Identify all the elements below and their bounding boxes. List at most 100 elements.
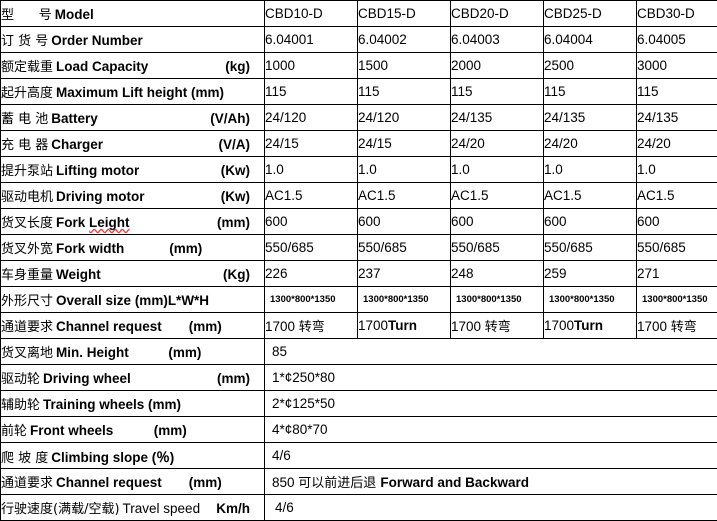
row-label-chinese: 提升泵站 (1, 160, 53, 179)
row-value-cell: 237 (358, 261, 451, 287)
row-label-chinese: 型 号 (1, 4, 52, 23)
row-label-english: Order Number (48, 33, 143, 48)
row-label-english: Model (52, 7, 94, 22)
row-label-chinese: 起升高度 (1, 82, 53, 101)
row-label-chinese: 货叉长度 (1, 212, 53, 231)
row-label-chinese: 通道要求 (1, 472, 53, 491)
row-value-cell: 24/135 (451, 105, 544, 131)
row-label-chinese: 外形尺寸 (1, 290, 53, 309)
row-value-cell: 1000 (265, 53, 358, 79)
row-value-cell: 1700 转弯 (637, 313, 717, 339)
row-label-chinese: 车身重量 (1, 264, 53, 283)
row-value-merged: 4/6 (265, 443, 717, 469)
value-english: Forward and Backward (380, 475, 529, 490)
row-label-english: Maximum Lift height (mm) (53, 85, 224, 100)
row-value-cell: 6.04003 (451, 27, 544, 53)
row-label-english: Battery (48, 111, 98, 126)
row-label-english: Channel request (53, 319, 162, 334)
row-value-cell: CBD20-D (451, 1, 544, 27)
row-unit: (Kw) (221, 163, 250, 178)
row-value-merged: 850 可以前进后退 Forward and Backward (265, 469, 717, 495)
row-value-cell: 6.04005 (637, 27, 717, 53)
value-number: 1700 (544, 318, 574, 333)
row-label-chinese: 驱动轮 (1, 368, 40, 387)
row-value-merged: 85 (265, 339, 717, 365)
row-value-cell: 1.0 (544, 157, 637, 183)
row-label-english: Weight (53, 267, 101, 282)
row-unit: (mm) (189, 319, 222, 334)
row-value-cell: 115 (358, 79, 451, 105)
row-value-cell: AC1.5 (637, 183, 717, 209)
row-value-cell: 1.0 (637, 157, 717, 183)
row-unit: (mm) (217, 215, 250, 230)
row-label-chinese: 蓄 电 池 (1, 108, 48, 127)
row-label-chinese: 订 货 号 (1, 30, 48, 49)
row-label-chinese: 辅助轮 (1, 394, 40, 413)
row-value-cell: 24/20 (637, 131, 717, 157)
row-label-english: Driving motor (53, 189, 145, 204)
row-value-cell: 1.0 (451, 157, 544, 183)
row-value-merged: 1*¢250*80 (265, 365, 717, 391)
row-value-merged: 2*¢125*50 (265, 391, 717, 417)
row-value-cell: 6.04001 (265, 27, 358, 53)
row-label-chinese: 爬 坡 度 (1, 447, 48, 466)
row-value-cell: 600 (358, 209, 451, 235)
misspelled-word: Leight (89, 215, 130, 230)
row-label-english: Channel request (53, 475, 162, 490)
row-value-cell: 6.04002 (358, 27, 451, 53)
row-value-cell: 600 (637, 209, 717, 235)
row-value-cell: 115 (637, 79, 717, 105)
row-label-english: Charger (48, 137, 103, 152)
row-value-cell: 115 (451, 79, 544, 105)
row-value-cell: 115 (265, 79, 358, 105)
row-label-english: Front wheels (27, 423, 113, 438)
row-label-chinese: 充 电 器 (1, 134, 48, 153)
row-label-english: Lifting motor (53, 163, 139, 178)
row-value-cell: AC1.5 (451, 183, 544, 209)
row-value-cell: AC1.5 (358, 183, 451, 209)
row-value-cell: 1300*800*1350 (265, 287, 358, 313)
row-label-english: Travel speed (120, 501, 201, 516)
row-value-cell: 24/15 (265, 131, 358, 157)
value-english: Turn (574, 318, 603, 333)
row-label-english: Min. Height (53, 345, 129, 360)
row-value-cell: 1700Turn (358, 313, 451, 339)
row-unit: (V/A) (219, 137, 251, 152)
value-number: 850 (272, 475, 298, 490)
row-value-cell: CBD10-D (265, 1, 358, 27)
row-unit: (mm) (189, 475, 222, 490)
row-value-cell: 1300*800*1350 (358, 287, 451, 313)
row-value-cell: 6.04004 (544, 27, 637, 53)
row-value-cell: 550/685 (358, 235, 451, 261)
row-value-cell: 1500 (358, 53, 451, 79)
row-value-cell: 259 (544, 261, 637, 287)
row-unit: Km/h (216, 501, 250, 516)
row-value-cell: 24/135 (637, 105, 717, 131)
row-value-cell: 24/120 (358, 105, 451, 131)
row-label-english: Overall size (mm)L*W*H (53, 293, 209, 308)
row-unit: (mm) (217, 371, 250, 386)
value-number: 1700 (265, 319, 299, 334)
row-value-cell: AC1.5 (544, 183, 637, 209)
value-chinese: 转弯 (485, 320, 511, 335)
row-value-cell: 600 (265, 209, 358, 235)
